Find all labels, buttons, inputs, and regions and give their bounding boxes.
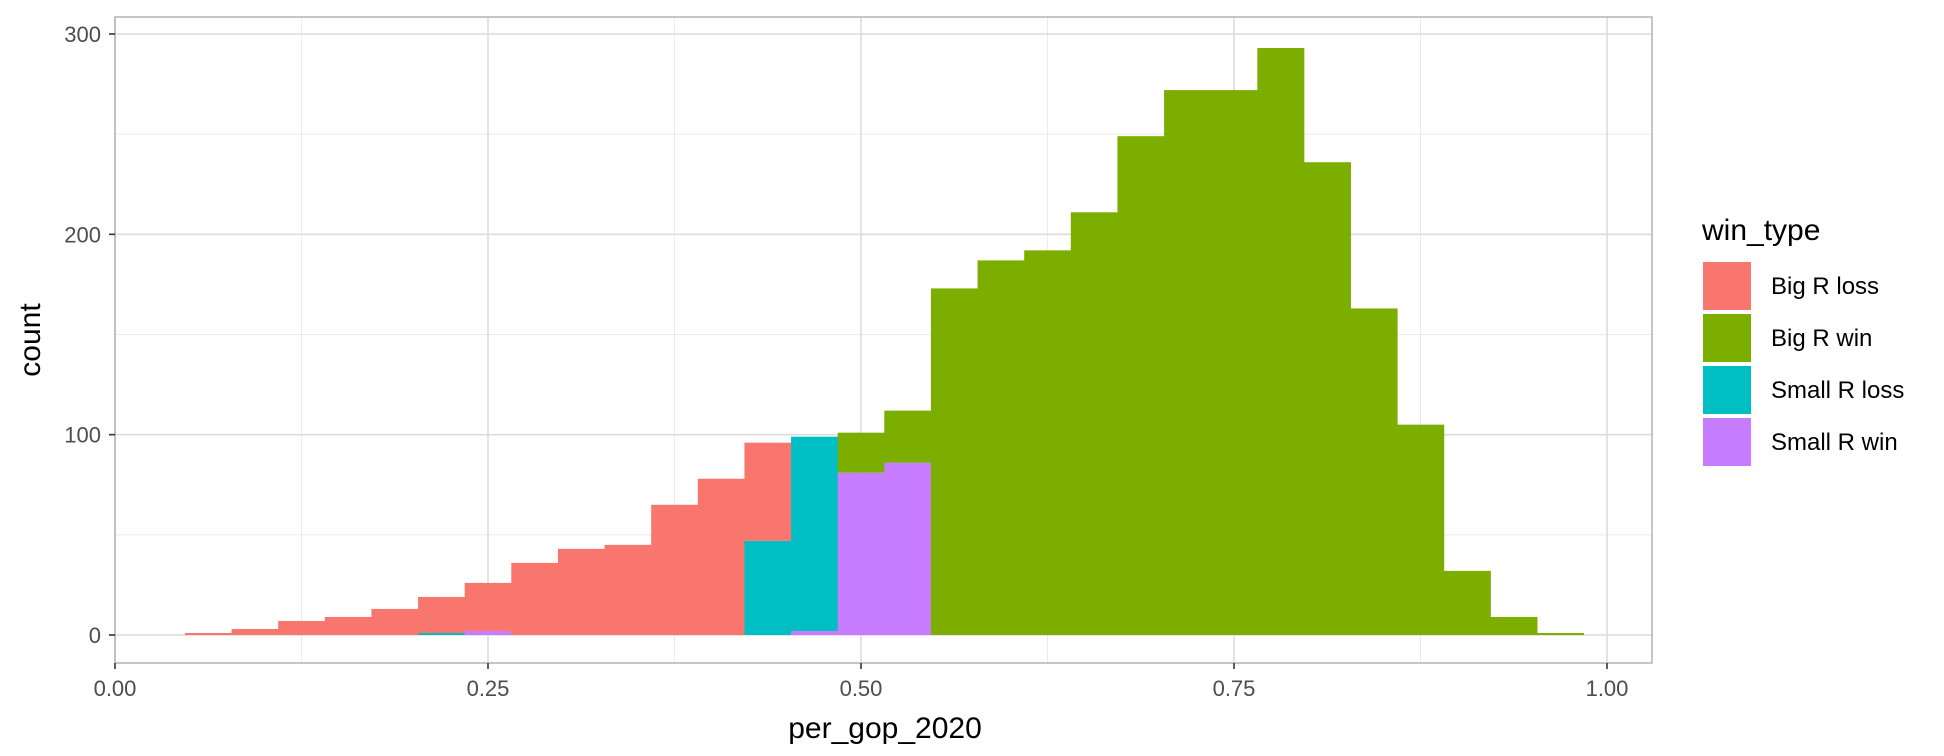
- bar-big-r-win: [837, 432, 885, 473]
- bar-big-r-loss: [278, 620, 326, 635]
- y-axis-title: count: [14, 303, 47, 377]
- bar-big-r-loss: [651, 504, 699, 635]
- bar-small-r-win: [837, 472, 885, 635]
- bar-big-r-loss: [557, 548, 605, 635]
- bar-big-r-loss: [697, 478, 745, 635]
- legend-label: Small R win: [1771, 429, 1898, 456]
- y-tick-label: 100: [64, 423, 101, 448]
- bar-big-r-win: [1490, 616, 1538, 635]
- x-tick-label: 0.00: [94, 676, 137, 701]
- bar-small-r-loss: [418, 632, 466, 635]
- legend-label: Big R loss: [1771, 273, 1879, 300]
- x-axis-ticks: 0.00 0.25 0.50 0.75 1.00: [94, 663, 1629, 701]
- x-tick-label: 0.75: [1213, 676, 1256, 701]
- bar-small-r-win: [464, 630, 512, 635]
- bar-big-r-win: [1397, 424, 1445, 635]
- x-axis-title: per_gop_2020: [788, 712, 982, 745]
- bar-big-r-win: [1303, 162, 1351, 636]
- bar-big-r-win: [1257, 48, 1305, 636]
- bar-big-r-win: [884, 410, 932, 463]
- bar-big-r-win: [1164, 90, 1212, 636]
- bar-big-r-win: [1443, 570, 1491, 635]
- bar-small-r-win: [791, 630, 839, 635]
- legend-key: [1703, 262, 1751, 310]
- bar-big-r-loss: [418, 596, 466, 633]
- y-tick-label: 300: [64, 22, 101, 47]
- bar-small-r-win: [884, 462, 932, 635]
- bar-small-r-loss: [791, 436, 839, 631]
- bar-big-r-loss: [184, 632, 232, 635]
- bar-big-r-win: [1024, 250, 1072, 636]
- x-tick-label: 0.50: [840, 676, 883, 701]
- bar-big-r-win: [1537, 632, 1585, 635]
- legend-label: Big R win: [1771, 325, 1872, 352]
- bar-big-r-win: [1070, 212, 1118, 635]
- bar-big-r-win: [1117, 136, 1165, 636]
- y-axis-ticks: 0 100 200 300: [64, 22, 115, 648]
- bar-big-r-loss: [744, 442, 792, 541]
- bar-small-r-loss: [744, 540, 792, 635]
- x-tick-label: 0.25: [467, 676, 510, 701]
- bar-big-r-loss: [604, 544, 652, 635]
- bar-big-r-loss: [324, 616, 372, 635]
- legend: win_type Big R loss Big R win Small R loss…: [1701, 214, 1904, 466]
- bar-big-r-win: [1350, 308, 1398, 635]
- bar-big-r-loss: [511, 562, 559, 635]
- histogram-bars: [184, 48, 1585, 636]
- legend-title: win_type: [1701, 214, 1820, 247]
- panel-border: [114, 16, 1653, 664]
- bar-big-r-loss: [464, 582, 512, 631]
- y-tick-label: 0: [89, 623, 101, 648]
- legend-key: [1703, 314, 1751, 362]
- x-tick-label: 1.00: [1586, 676, 1629, 701]
- bar-big-r-win: [1210, 90, 1258, 636]
- bar-big-r-loss: [231, 628, 279, 635]
- bar-big-r-loss: [371, 608, 419, 635]
- bar-big-r-win: [930, 288, 978, 635]
- y-tick-label: 200: [64, 222, 101, 247]
- legend-key: [1703, 366, 1751, 414]
- bar-big-r-win: [977, 260, 1025, 635]
- legend-key: [1703, 418, 1751, 466]
- legend-label: Small R loss: [1771, 377, 1904, 404]
